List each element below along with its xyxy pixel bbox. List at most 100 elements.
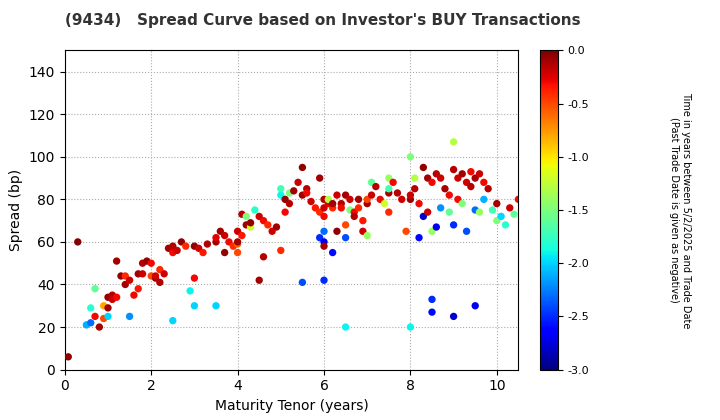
Point [465,168,477,175]
Point [305,198,317,205]
Point [383,185,395,192]
Point [318,243,330,249]
Point [236,232,248,239]
Point [158,270,170,277]
Point [314,175,325,181]
Point [396,196,408,203]
Point [193,245,204,252]
Point [431,224,442,231]
Point [115,273,127,279]
Point [318,213,330,220]
Point [435,175,446,181]
Point [405,192,416,199]
Point [456,171,468,177]
Point [189,302,200,309]
Point [387,179,399,186]
Point [284,189,295,196]
Point [232,241,243,247]
Point [163,245,174,252]
Point [89,313,101,320]
Point [500,221,511,228]
Text: (9434)   Spread Curve based on Investor's BUY Transactions: (9434) Spread Curve based on Investor's … [65,13,580,28]
Point [413,234,425,241]
Point [323,196,334,203]
Point [482,185,494,192]
Point [301,185,312,192]
Point [452,196,464,203]
Point [435,205,446,211]
Y-axis label: Time in years between 5/2/2025 and Trade Date
(Past Trade Date is given as negat: Time in years between 5/2/2025 and Trade… [669,92,690,328]
Point [426,179,438,186]
Point [167,249,179,256]
Point [431,171,442,177]
Point [94,324,105,331]
Point [383,209,395,215]
Point [405,324,416,331]
Point [331,192,343,199]
Point [348,213,360,220]
Point [448,313,459,320]
Point [392,189,403,196]
Point [132,285,144,292]
Point [279,196,291,203]
Point [240,221,252,228]
Y-axis label: Spread (bp): Spread (bp) [9,169,23,251]
Point [340,234,351,241]
Point [102,313,114,320]
Point [137,270,148,277]
Point [469,207,481,213]
Point [340,192,351,199]
Point [297,164,308,171]
Point [344,207,356,213]
Point [219,249,230,256]
Point [266,228,278,235]
Point [452,175,464,181]
Point [366,192,377,199]
Point [171,247,183,254]
Point [439,185,451,192]
Point [154,279,166,286]
Point [318,196,330,203]
Point [331,228,343,235]
Point [249,207,261,213]
Point [284,200,295,207]
Point [98,302,109,309]
Point [232,249,243,256]
Point [478,179,490,186]
Point [318,239,330,245]
Point [400,228,412,235]
Point [275,247,287,254]
Point [444,192,455,199]
Point [383,175,395,181]
Point [310,205,321,211]
Point [336,205,347,211]
Point [508,211,520,218]
Point [353,196,364,203]
Point [184,288,196,294]
Point [340,324,351,331]
Point [491,200,503,207]
Point [197,249,209,256]
Point [279,209,291,215]
Point [154,266,166,273]
Point [258,253,269,260]
Point [297,279,308,286]
Point [374,196,386,203]
Point [469,175,481,181]
Point [63,354,74,360]
Point [318,228,330,235]
Point [426,309,438,315]
Point [262,221,274,228]
Point [102,304,114,311]
Point [297,192,308,199]
Point [353,205,364,211]
Point [189,275,200,281]
Point [219,232,230,239]
Point [85,304,96,311]
Point [292,179,304,186]
Point [318,277,330,284]
Point [111,258,122,265]
Point [137,260,148,267]
Point [141,258,153,265]
Point [314,234,325,241]
